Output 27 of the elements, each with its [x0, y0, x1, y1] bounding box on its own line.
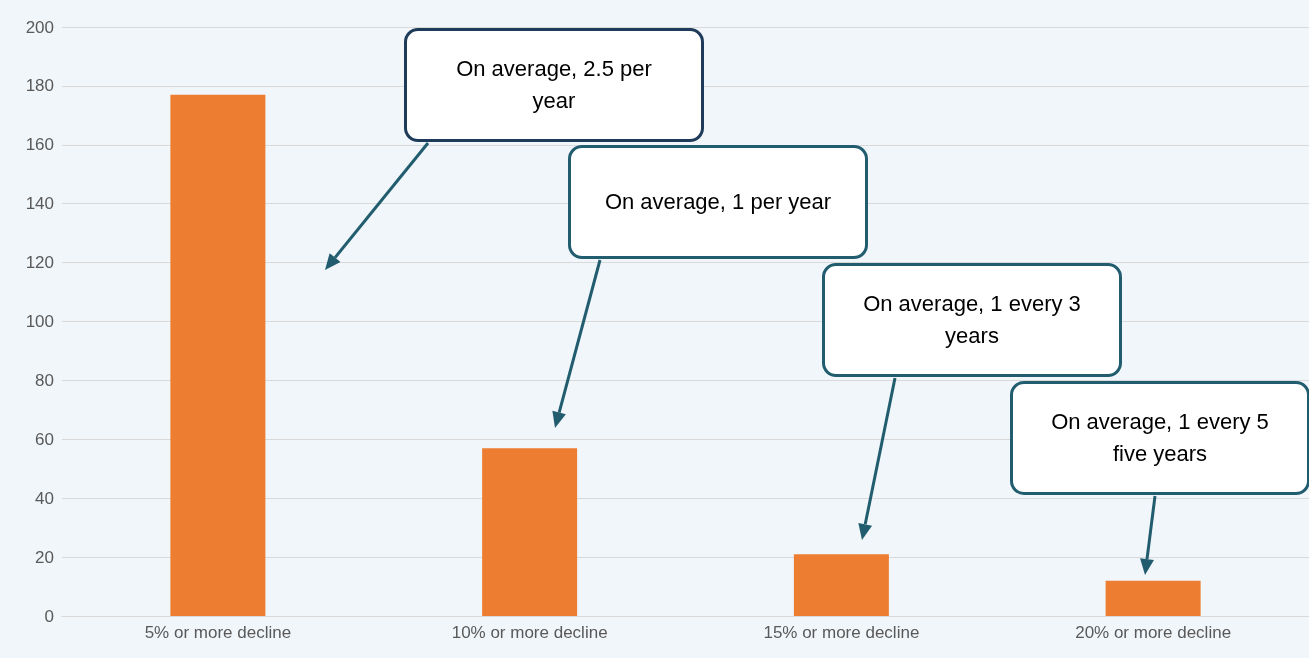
x-tick-label: 20% or more decline	[1075, 623, 1232, 642]
callout-box: On average, 2.5 per year	[404, 28, 704, 142]
x-tick-label: 5% or more decline	[144, 623, 292, 642]
annotation: On average, 1 per year	[604, 188, 832, 217]
bar	[482, 448, 578, 616]
bar	[170, 94, 266, 616]
y-tick-label: 180	[25, 76, 54, 96]
callout-box: On average, 1 every 5 five years	[1010, 381, 1309, 495]
x-tick-label: 15% or more decline	[763, 623, 920, 642]
y-tick-label: 140	[25, 194, 54, 214]
y-tick-label: 0	[44, 606, 54, 626]
annotation: On average, 1 every 3 years	[862, 290, 1082, 350]
bar	[793, 554, 889, 616]
y-tick-label: 20	[35, 547, 54, 567]
y-tick-label: 160	[25, 135, 54, 155]
x-tick-label: 10% or more decline	[451, 623, 608, 642]
y-tick-label: 80	[35, 370, 54, 390]
callout-box: On average, 1 every 3 years	[822, 263, 1122, 377]
callout-box: On average, 1 per year	[568, 145, 868, 259]
annotation: On average, 2.5 per year	[455, 55, 653, 115]
y-tick-label: 120	[25, 253, 54, 273]
y-tick-label: 40	[35, 488, 54, 508]
bar	[1105, 580, 1201, 616]
y-tick-label: 60	[35, 429, 54, 449]
y-tick-label: 100	[25, 312, 54, 331]
y-tick-label: 200	[25, 17, 54, 37]
annotation: On average, 1 every 5 five years	[1050, 408, 1270, 468]
